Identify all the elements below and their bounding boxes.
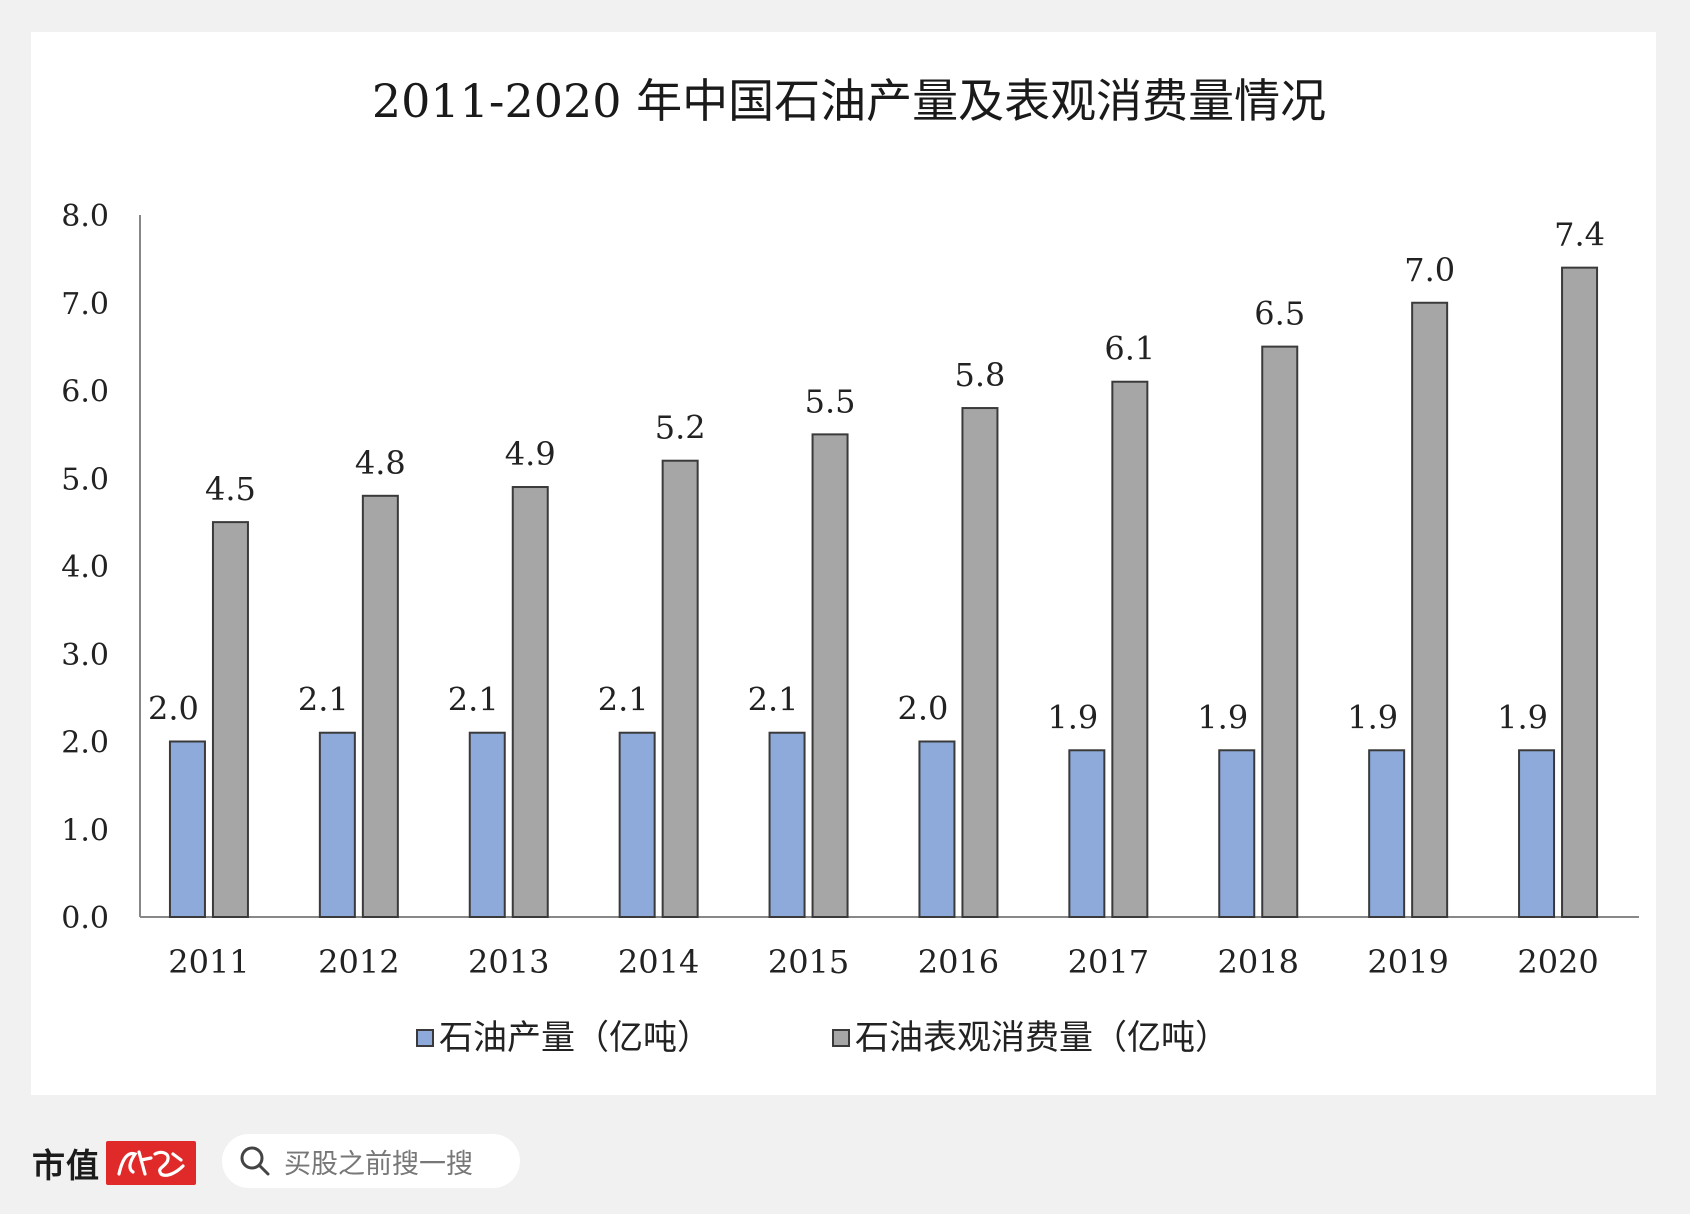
search-box[interactable]: 买股之前搜一搜: [222, 1134, 520, 1188]
bar-production: [1518, 749, 1556, 919]
search-icon: [240, 1146, 270, 1176]
bar-consumption: [1561, 266, 1599, 918]
x-tick-label: 2018: [1218, 943, 1299, 981]
bar-production: [468, 731, 506, 918]
plot-area: 0.0 1.0 2.0 3.0 4.0 5.0 6.0 7.0 8.0 2.0 4.5 2011 2.1…: [61, 199, 1639, 981]
chart-title: 2011-2020 年中国石油产量及表观消费量情况: [372, 74, 1326, 128]
x-tick-label: 2016: [918, 943, 999, 981]
bar-production: [618, 731, 656, 918]
data-label: 1.9: [1047, 698, 1098, 736]
data-label: 7.0: [1404, 251, 1455, 289]
data-label: 5.5: [805, 382, 856, 420]
y-tick-label: 7.0: [61, 287, 109, 322]
data-label: 6.5: [1254, 295, 1305, 333]
brand-name: 市值: [32, 1146, 100, 1185]
y-tick-label: 5.0: [61, 462, 109, 497]
footer-bar: 市值 买股之前搜一搜: [0, 1130, 1690, 1194]
legend-swatch: [832, 1029, 850, 1047]
x-tick-label: 2013: [468, 943, 549, 981]
bar-production: [1218, 749, 1256, 919]
data-label: 2.1: [598, 681, 649, 719]
data-label: 2.0: [148, 690, 199, 728]
data-label: 6.1: [1104, 330, 1155, 368]
data-label: 2.1: [448, 681, 499, 719]
chart: 2011-2020 年中国石油产量及表观消费量情况 0.0 1.0 2.0 3.0 4.…: [61, 74, 1639, 1058]
x-tick-label: 2019: [1367, 943, 1448, 981]
legend-swatch: [416, 1029, 434, 1047]
bar-production: [768, 731, 806, 918]
legend: 石油产量（亿吨） 石油表观消费量（亿吨）: [416, 1018, 1229, 1058]
bar-consumption: [511, 486, 549, 918]
data-label: 2.1: [298, 681, 349, 719]
brand-logo-icon: [106, 1141, 196, 1185]
y-tick-label: 0.0: [61, 901, 109, 936]
x-tick-label: 2014: [618, 943, 699, 981]
y-tick-label: 2.0: [61, 726, 109, 761]
bar-production: [168, 740, 206, 918]
y-tick-label: 6.0: [61, 375, 109, 410]
bar-consumption: [811, 433, 849, 918]
data-label: 5.8: [955, 356, 1006, 394]
bar-consumption: [1261, 345, 1299, 918]
x-tick-label: 2012: [318, 943, 399, 981]
bar-production: [318, 731, 356, 918]
bar-production: [918, 740, 956, 918]
brand-logo[interactable]: 市值: [32, 1141, 196, 1185]
x-tick-label: 2017: [1068, 943, 1149, 981]
x-tick-label: 2020: [1517, 943, 1598, 981]
bar-consumption: [661, 459, 699, 918]
legend-label: 石油表观消费量（亿吨）: [855, 1018, 1229, 1058]
y-tick-label: 1.0: [61, 813, 109, 848]
bar-consumption: [211, 521, 249, 918]
y-tick-label: 3.0: [61, 638, 109, 673]
x-tick-label: 2015: [768, 943, 849, 981]
data-label: 2.1: [748, 681, 799, 719]
chart-card: 2011-2020 年中国石油产量及表观消费量情况 0.0 1.0 2.0 3.0 4.…: [31, 32, 1656, 1095]
data-label: 4.8: [355, 444, 406, 482]
bar-production: [1368, 749, 1406, 919]
y-tick-label: 4.0: [61, 550, 109, 585]
data-label: 4.5: [205, 470, 256, 508]
data-label: 1.9: [1197, 698, 1248, 736]
data-label: 2.0: [898, 690, 949, 728]
bar-production: [1068, 749, 1106, 919]
x-tick-label: 2011: [168, 943, 249, 981]
data-label: 7.4: [1554, 216, 1605, 254]
y-tick-label: 8.0: [61, 199, 109, 234]
bar-consumption: [1111, 380, 1149, 919]
search-input[interactable]: 买股之前搜一搜: [284, 1148, 473, 1180]
data-label: 1.9: [1347, 698, 1398, 736]
bar-consumption: [961, 407, 999, 918]
bar-consumption: [361, 494, 399, 918]
data-label: 4.9: [505, 435, 556, 473]
data-label: 1.9: [1497, 698, 1548, 736]
bar-consumption: [1411, 301, 1449, 918]
legend-label: 石油产量（亿吨）: [439, 1018, 711, 1058]
data-label: 5.2: [655, 409, 706, 447]
